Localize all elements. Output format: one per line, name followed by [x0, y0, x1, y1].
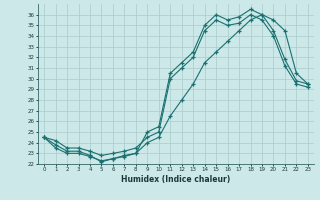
X-axis label: Humidex (Indice chaleur): Humidex (Indice chaleur) — [121, 175, 231, 184]
